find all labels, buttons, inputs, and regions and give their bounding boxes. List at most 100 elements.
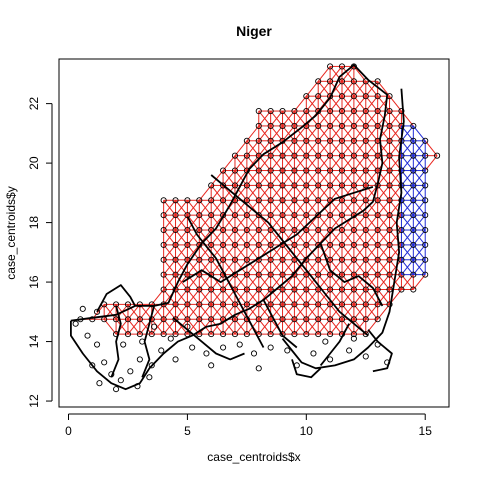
data-point	[139, 338, 146, 345]
data-point	[410, 212, 417, 219]
data-point	[291, 256, 298, 263]
data-point	[255, 365, 262, 372]
data-point	[279, 241, 286, 248]
data-point	[279, 137, 286, 144]
red-edge	[187, 274, 200, 290]
red-edge	[175, 304, 188, 320]
x-tick-label: 0	[65, 424, 72, 438]
data-point	[196, 316, 203, 323]
data-point	[327, 331, 334, 338]
data-point	[327, 108, 334, 115]
data-point	[243, 301, 250, 308]
data-point	[374, 167, 381, 174]
data-point	[267, 271, 274, 278]
data-point	[338, 301, 346, 308]
data-point	[124, 331, 132, 338]
red-edge	[329, 170, 343, 186]
data-point	[160, 301, 167, 308]
data-point	[293, 362, 300, 369]
data-point	[136, 356, 143, 363]
data-point	[303, 137, 310, 144]
red-edge	[365, 318, 379, 335]
data-point	[267, 108, 274, 115]
red-edge	[175, 259, 188, 275]
red-edge	[365, 229, 379, 246]
red-edge	[317, 66, 331, 82]
data-point	[338, 286, 346, 293]
data-point	[386, 197, 393, 204]
data-point	[350, 78, 357, 85]
border-line	[96, 284, 136, 313]
red-edge	[198, 259, 212, 275]
red-edge	[377, 199, 390, 216]
data-point	[243, 226, 250, 234]
red-edge	[389, 185, 402, 201]
red-edge	[210, 289, 224, 305]
red-edge	[317, 289, 331, 305]
data-point	[279, 212, 286, 219]
red-edge	[175, 229, 188, 246]
data-point	[338, 152, 346, 159]
red-edge	[246, 185, 260, 201]
red-edge	[246, 125, 260, 142]
red-edge	[270, 170, 283, 186]
data-point	[350, 152, 357, 159]
data-point	[291, 182, 298, 189]
red-edge	[389, 259, 402, 275]
data-point	[362, 286, 369, 293]
data-point	[208, 182, 215, 189]
red-edge	[198, 229, 212, 246]
red-edge	[294, 318, 307, 335]
red-edge	[353, 95, 367, 112]
red-edge	[365, 170, 379, 186]
data-point	[208, 331, 215, 338]
red-edge	[222, 244, 236, 261]
red-edge	[258, 214, 272, 231]
red-edge	[198, 289, 212, 305]
data-point	[350, 137, 357, 144]
data-point	[291, 122, 298, 129]
data-point	[410, 122, 417, 129]
data-point	[208, 241, 215, 248]
red-edge	[389, 229, 402, 246]
data-point	[338, 226, 346, 234]
red-edge	[353, 229, 367, 246]
blue-grid-edges	[400, 125, 426, 276]
data-point	[350, 197, 357, 204]
red-edge	[175, 199, 188, 216]
data-point	[220, 316, 227, 323]
border-line	[319, 243, 384, 307]
red-edge	[198, 274, 212, 290]
data-point	[236, 341, 243, 348]
red-edge	[329, 304, 343, 320]
data-point	[231, 316, 239, 323]
y-axis: 12 14 16 18 20 22	[27, 97, 53, 408]
data-point	[208, 316, 215, 323]
data-point	[279, 301, 286, 308]
x-tick-label: 15	[419, 424, 433, 438]
red-edge	[246, 214, 260, 231]
red-grid-edges	[80, 65, 438, 335]
blue-edge	[401, 259, 414, 275]
data-point	[184, 226, 191, 234]
red-edge	[424, 155, 438, 171]
red-edge	[317, 110, 331, 127]
data-point	[315, 226, 322, 234]
data-point	[158, 347, 165, 354]
data-point	[196, 241, 203, 248]
red-edge	[270, 155, 283, 171]
red-edge	[317, 229, 331, 246]
data-point	[386, 286, 393, 293]
y-axis-label: case_centroids$y	[4, 186, 18, 279]
data-point	[303, 182, 310, 189]
data-point	[398, 167, 405, 174]
data-point	[410, 197, 417, 204]
y-tick-label: 16	[27, 275, 41, 289]
red-edge	[163, 199, 176, 216]
red-edge	[270, 229, 283, 246]
red-edge	[305, 274, 319, 290]
data-point	[386, 122, 393, 129]
data-point	[338, 137, 346, 144]
data-point	[184, 316, 191, 323]
data-point	[220, 241, 227, 248]
